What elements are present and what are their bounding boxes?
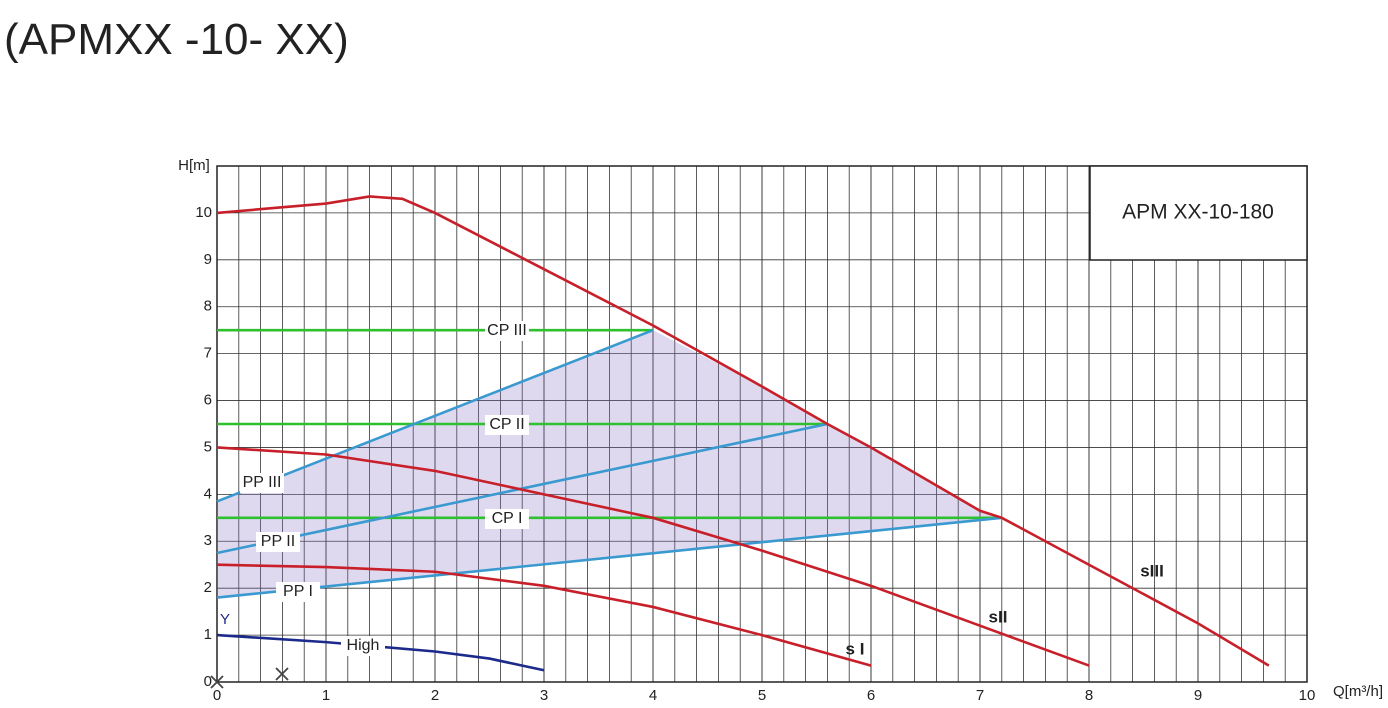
x-tick-label: 2	[431, 687, 439, 704]
series-line	[216, 195, 1270, 667]
legend-label: sIII	[1140, 561, 1164, 580]
legend-label: PP II	[261, 533, 295, 550]
legend-label: sII	[989, 607, 1008, 626]
y-tick-label: 10	[195, 204, 212, 221]
x-tick-label: 3	[540, 687, 548, 704]
label-background	[256, 532, 300, 552]
series-line	[216, 633, 545, 672]
x-tick-label: 1	[322, 687, 330, 704]
label-background	[341, 636, 385, 656]
legend-label: PP I	[283, 583, 313, 600]
series-line	[216, 516, 1002, 599]
x-tick-label: 7	[976, 687, 984, 704]
y-tick-label: 8	[204, 298, 212, 315]
y-tick-label: 3	[204, 532, 212, 549]
chart-title: (APMXX -10- XX)	[4, 15, 349, 64]
label-background	[485, 321, 529, 341]
y-tick-label: 7	[204, 345, 212, 362]
series-line	[216, 563, 872, 667]
y-tick-label: 5	[204, 438, 212, 455]
x-tick-label: 8	[1085, 687, 1093, 704]
x-tick-label: 6	[867, 687, 875, 704]
model-label: APM XX-10-180	[1122, 201, 1274, 224]
series-line	[216, 446, 1090, 667]
y-tick-label: 0	[204, 673, 212, 690]
series-line	[216, 328, 654, 503]
legend-label: CP III	[487, 322, 527, 339]
annotation: Y	[220, 611, 230, 628]
legend-label: PP III	[243, 474, 282, 491]
cross-marker	[275, 667, 289, 681]
y-tick-label: 1	[204, 626, 212, 643]
legend-label: s I	[846, 639, 865, 658]
x-axis-label: Q[m³/h]	[1333, 683, 1383, 700]
label-background	[485, 415, 529, 435]
y-tick-label: 4	[204, 485, 212, 502]
x-tick-label: 10	[1299, 687, 1316, 704]
label-background	[276, 582, 320, 602]
label-background	[485, 509, 529, 529]
legend-label: CP I	[492, 510, 523, 527]
y-tick-label: 2	[204, 579, 212, 596]
label-background	[240, 473, 284, 493]
y-axis-label: H[m]	[178, 157, 210, 174]
x-tick-label: 5	[758, 687, 766, 704]
y-tick-label: 9	[204, 251, 212, 268]
cross-marker	[210, 675, 224, 689]
y-tick-label: 6	[204, 392, 212, 409]
model-box	[1089, 165, 1308, 261]
x-tick-label: 4	[649, 687, 657, 704]
legend-label: High	[347, 637, 380, 654]
x-tick-label: 9	[1194, 687, 1202, 704]
legend-label: CP II	[489, 416, 524, 433]
operating-region	[217, 330, 1002, 598]
x-tick-label: 0	[213, 687, 221, 704]
